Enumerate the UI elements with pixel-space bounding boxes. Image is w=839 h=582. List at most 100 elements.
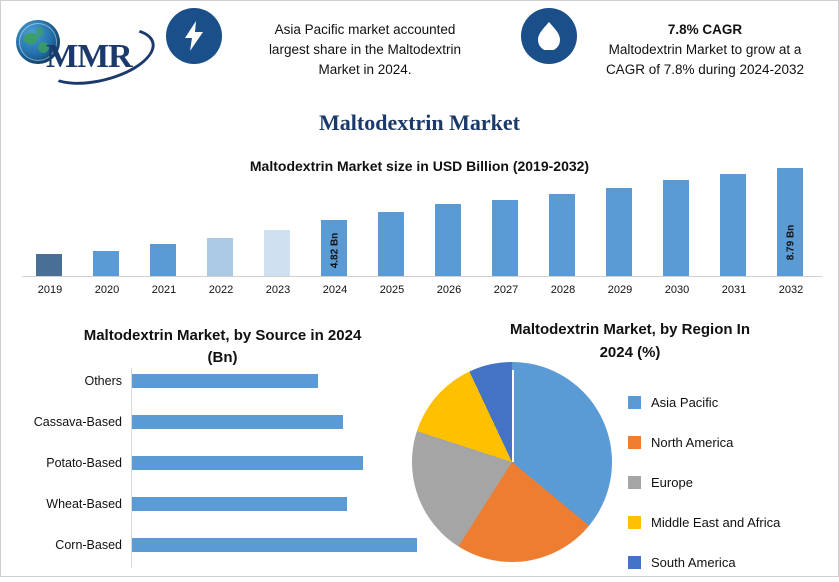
cagr-line-2: Maltodextrin Market to grow at a [608,42,802,57]
legend-item: Europe [628,462,833,502]
bar [720,174,746,276]
hbar-label: Corn-Based [55,538,122,552]
legend-swatch-south-america [628,555,641,569]
hbar [132,415,343,429]
bar [264,230,290,276]
bar-value-label-2024: 4.82 Bn [329,232,341,269]
by-region-pie-chart [412,362,622,562]
hbar-label: Cassava-Based [33,415,122,429]
bar-label: 2028 [550,284,576,296]
flame-icon [521,8,577,64]
bar-label: 2020 [94,284,120,296]
by-region-title-line-1: Maltodextrin Market, by Region In [509,321,751,338]
hbar [132,456,363,470]
hbar-row: Corn-Based [12,532,432,572]
bar [492,200,518,276]
legend-swatch-middle-east-africa [628,515,641,529]
header: MMR Asia Pacific market accounted larges… [0,0,839,100]
bar-label: 2024 [322,284,348,296]
bar-column: 4.82 Bn 2024 [307,178,363,296]
bar-label: 2030 [664,284,690,296]
by-region-title-line-2: 2024 (%) [599,344,661,361]
header-highlight-cagr [521,8,577,64]
bar-label: 2026 [436,284,462,296]
bar-column: 8.79 Bn 2032 [763,168,819,296]
hbar-label: Others [84,374,122,388]
bar [378,212,404,276]
bar-column: 2023 [250,178,306,296]
bar-label: 2027 [493,284,519,296]
by-source-title-line-1: Maltodextrin Market, by Source in 2024 [83,327,362,344]
bar-column: 2019 [22,178,78,296]
legend-label: Middle East and Africa [651,514,781,530]
bar-label: 2019 [37,284,63,296]
bar [435,204,461,276]
header-line-3: Market in 2024. [318,62,412,77]
bar-column: 2020 [79,178,135,296]
bar-label: 2029 [607,284,633,296]
header-highlight-asia-pacific-text: Asia Pacific market accounted largest sh… [240,20,490,80]
market-size-chart-title: Maltodextrin Market size in USD Billion … [249,158,590,174]
bar-column: 2027 [478,178,534,296]
hbar [132,374,318,388]
bolt-icon [166,8,222,64]
legend-swatch-asia-pacific [628,395,641,409]
bar-label: 2025 [379,284,405,296]
cagr-value: 7.8% CAGR [667,22,743,37]
header-highlight-asia-pacific [166,8,222,64]
hbar-label: Potato-Based [46,456,122,470]
by-source-bar-chart: Others Cassava-Based Potato-Based Wheat-… [12,368,432,568]
legend-label: Europe [651,474,693,490]
hbar-row: Potato-Based [12,450,432,490]
header-line-2: largest share in the Maltodextrin [268,42,462,57]
page-title: Maltodextrin Market [319,110,520,135]
bar [207,238,233,276]
bar-label: 2032 [778,284,804,296]
legend-label: Asia Pacific [651,394,719,410]
bar [36,254,62,276]
legend-swatch-europe [628,475,641,489]
bar-column: 2031 [706,174,762,296]
bar [321,220,347,276]
by-source-chart-title: Maltodextrin Market, by Source in 2024 (… [20,325,425,369]
by-region-legend: Asia Pacific North America Europe Middle… [628,382,833,582]
globe-icon [16,20,60,64]
legend-item: Asia Pacific [628,382,833,422]
legend-item: North America [628,422,833,462]
header-highlight-cagr-text: 7.8% CAGR Maltodextrin Market to grow at… [580,20,830,80]
bar [549,194,575,276]
legend-label: South America [651,554,736,570]
bar [150,244,176,276]
bar [93,251,119,276]
bar-label: 2023 [265,284,291,296]
hbar-row: Others [12,368,432,408]
y-axis-line [131,368,132,568]
hbar-row: Wheat-Based [12,491,432,531]
cagr-line-3: CAGR of 7.8% during 2024-2032 [605,62,805,77]
bar-column: 2029 [592,178,648,296]
bar-column: 2028 [535,178,591,296]
hbar-label: Wheat-Based [46,497,122,511]
by-region-chart-title: Maltodextrin Market, by Region In 2024 (… [430,318,830,364]
bar-column: 2026 [421,178,477,296]
mmr-logo: MMR [8,14,161,96]
bar-label: 2031 [721,284,747,296]
bar [663,180,689,276]
bar-column: 2025 [364,178,420,296]
bar-series: 2019 2020 2021 2022 2023 4.82 Bn 2024 20… [22,168,822,296]
header-line-1: Asia Pacific market accounted [274,22,456,37]
x-axis-line [22,276,822,277]
legend-item: Middle East and Africa [628,502,833,542]
bar-value-label-2032: 8.79 Bn [785,224,797,261]
legend-item: South America [628,542,833,582]
bar [777,168,803,276]
logo-text: MMR [46,38,133,75]
hbar [132,538,417,552]
by-source-title-line-2: (Bn) [207,349,238,366]
hbar [132,497,347,511]
market-size-bar-chart: 2019 2020 2021 2022 2023 4.82 Bn 2024 20… [22,168,822,298]
legend-label: North America [651,434,734,450]
bar-column: 2022 [193,178,249,296]
legend-swatch-north-america [628,435,641,449]
bar [606,188,632,276]
